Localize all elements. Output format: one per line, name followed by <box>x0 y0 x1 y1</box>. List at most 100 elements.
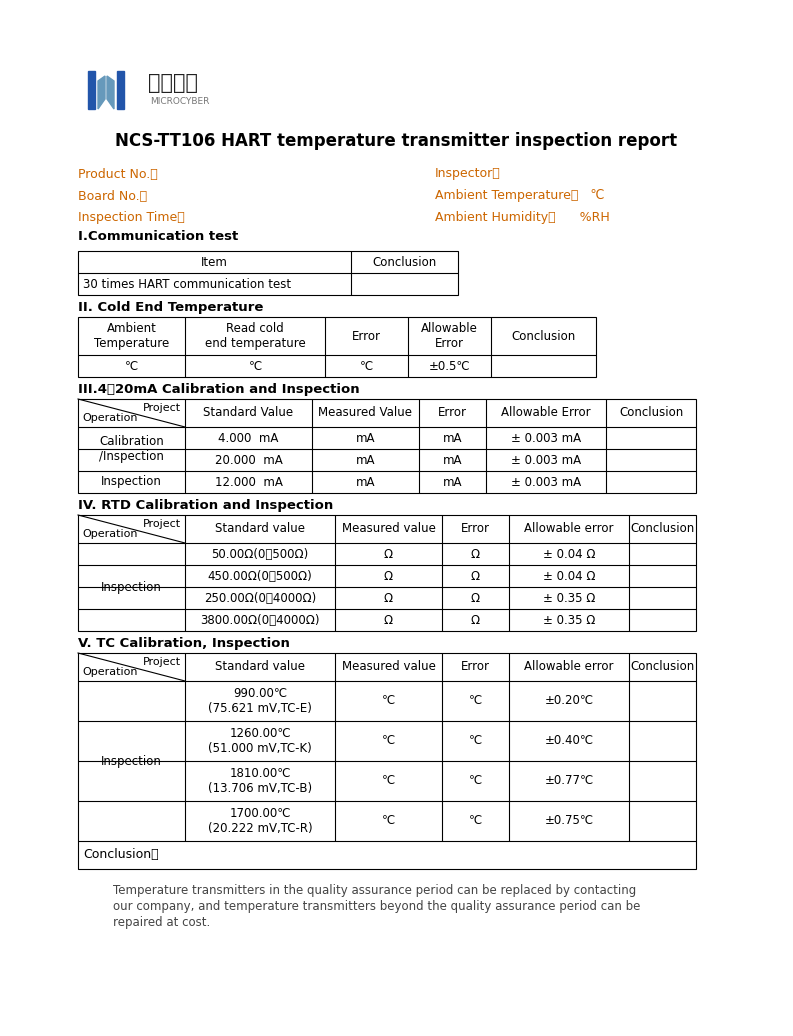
Text: III.4～20mA Calibration and Inspection: III.4～20mA Calibration and Inspection <box>78 382 359 396</box>
Text: Error: Error <box>461 661 490 673</box>
Text: ℃: ℃ <box>469 775 482 787</box>
Text: Temperature transmitters in the quality assurance period can be replaced by cont: Temperature transmitters in the quality … <box>113 884 636 897</box>
Text: NCS-TT106 HART temperature transmitter inspection report: NCS-TT106 HART temperature transmitter i… <box>115 132 677 150</box>
Text: Measured Value: Measured Value <box>319 406 412 420</box>
Text: ℃: ℃ <box>469 735 482 748</box>
Text: Standard value: Standard value <box>215 661 305 673</box>
Text: ±0.5℃: ±0.5℃ <box>429 359 470 373</box>
Text: ±0.40℃: ±0.40℃ <box>545 735 594 748</box>
Text: Standard value: Standard value <box>215 522 305 536</box>
Text: 中科博微: 中科博微 <box>148 73 198 93</box>
Text: Operation: Operation <box>82 529 137 539</box>
Text: Project: Project <box>143 519 181 529</box>
Text: Inspection Time：: Inspection Time： <box>78 211 185 225</box>
Text: 20.000  mA: 20.000 mA <box>215 454 282 466</box>
Polygon shape <box>98 76 105 109</box>
Text: 250.00Ω(0～4000Ω): 250.00Ω(0～4000Ω) <box>204 592 316 604</box>
Text: our company, and temperature transmitters beyond the quality assurance period ca: our company, and temperature transmitter… <box>113 900 641 913</box>
Text: ± 0.04 Ω: ± 0.04 Ω <box>542 547 596 560</box>
Text: mA: mA <box>442 476 462 489</box>
Text: ± 0.35 Ω: ± 0.35 Ω <box>543 592 596 604</box>
Text: 4.000  mA: 4.000 mA <box>218 432 278 444</box>
Text: Allowable error: Allowable error <box>524 661 614 673</box>
Text: Conclusion: Conclusion <box>373 256 437 268</box>
Text: 30 times HART communication test: 30 times HART communication test <box>83 278 291 290</box>
Text: V. TC Calibration, Inspection: V. TC Calibration, Inspection <box>78 636 290 650</box>
Text: Ambient Humidity：      %RH: Ambient Humidity： %RH <box>435 211 610 225</box>
Text: Read cold
end temperature: Read cold end temperature <box>205 322 305 350</box>
Text: ℃: ℃ <box>469 694 482 708</box>
Text: mA: mA <box>356 454 375 466</box>
Text: mA: mA <box>356 432 375 444</box>
Text: 450.00Ω(0～500Ω): 450.00Ω(0～500Ω) <box>208 570 312 582</box>
Text: 12.000  mA: 12.000 mA <box>215 476 282 489</box>
Text: II. Cold End Temperature: II. Cold End Temperature <box>78 300 263 314</box>
Text: Ω: Ω <box>471 570 480 582</box>
Text: Error: Error <box>438 406 467 420</box>
Text: Ω: Ω <box>384 592 393 604</box>
Text: ℃: ℃ <box>382 775 395 787</box>
Text: 1260.00℃
(51.000 mV,TC-K): 1260.00℃ (51.000 mV,TC-K) <box>208 727 312 755</box>
Text: repaired at cost.: repaired at cost. <box>113 916 210 929</box>
Text: MICROCYBER: MICROCYBER <box>150 96 209 106</box>
Text: ±0.75℃: ±0.75℃ <box>545 814 594 828</box>
Polygon shape <box>117 71 124 109</box>
Text: Error: Error <box>461 522 490 536</box>
Text: Measured value: Measured value <box>342 522 435 536</box>
Text: Conclusion：: Conclusion： <box>83 848 159 862</box>
Text: 50.00Ω(0～500Ω): 50.00Ω(0～500Ω) <box>212 547 308 560</box>
Text: Item: Item <box>201 256 228 268</box>
Text: Operation: Operation <box>82 667 137 677</box>
Text: Inspection: Inspection <box>101 476 162 489</box>
Bar <box>78 251 458 295</box>
Text: Ω: Ω <box>384 547 393 560</box>
Text: Inspection: Inspection <box>101 580 162 594</box>
Text: ℃: ℃ <box>469 814 482 828</box>
Text: Operation: Operation <box>82 413 137 423</box>
Text: Inspection: Inspection <box>101 754 162 768</box>
Text: Ambient Temperature：   ℃: Ambient Temperature： ℃ <box>435 190 604 202</box>
Text: ± 0.003 mA: ± 0.003 mA <box>511 476 581 489</box>
Text: Ambient
Temperature: Ambient Temperature <box>94 322 169 350</box>
Text: Allowable error: Allowable error <box>524 522 614 536</box>
Text: Ω: Ω <box>471 613 480 627</box>
Text: Product No.：: Product No.： <box>78 168 158 180</box>
Text: ± 0.35 Ω: ± 0.35 Ω <box>543 613 596 627</box>
Text: Ω: Ω <box>471 592 480 604</box>
Text: Ω: Ω <box>471 547 480 560</box>
Text: ±0.77℃: ±0.77℃ <box>544 775 594 787</box>
Bar <box>78 317 596 377</box>
Text: Allowable
Error: Allowable Error <box>421 322 478 350</box>
Bar <box>78 399 696 493</box>
Text: Standard Value: Standard Value <box>204 406 293 420</box>
Text: Board No.：: Board No.： <box>78 190 147 202</box>
Bar <box>78 515 696 631</box>
Text: ℃: ℃ <box>248 359 262 373</box>
Text: mA: mA <box>442 454 462 466</box>
Text: 3800.00Ω(0～4000Ω): 3800.00Ω(0～4000Ω) <box>201 613 320 627</box>
Polygon shape <box>88 71 95 109</box>
Text: Error: Error <box>352 329 381 343</box>
Text: ℃: ℃ <box>125 359 138 373</box>
Text: Allowable Error: Allowable Error <box>501 406 591 420</box>
Text: Inspector：: Inspector： <box>435 168 500 180</box>
Text: 1810.00℃
(13.706 mV,TC-B): 1810.00℃ (13.706 mV,TC-B) <box>208 767 312 795</box>
Text: Conclusion: Conclusion <box>630 522 695 536</box>
Text: 1700.00℃
(20.222 mV,TC-R): 1700.00℃ (20.222 mV,TC-R) <box>208 807 312 835</box>
Text: Conclusion: Conclusion <box>630 661 695 673</box>
Text: I.Communication test: I.Communication test <box>78 230 238 242</box>
Text: ± 0.04 Ω: ± 0.04 Ω <box>542 570 596 582</box>
Text: Project: Project <box>143 403 181 413</box>
Text: Project: Project <box>143 657 181 667</box>
Text: Conclusion: Conclusion <box>511 329 576 343</box>
Text: Calibration
/Inspection: Calibration /Inspection <box>99 435 164 463</box>
Text: ±0.20℃: ±0.20℃ <box>545 694 594 708</box>
Text: Ω: Ω <box>384 613 393 627</box>
Bar <box>78 653 696 869</box>
Text: ℃: ℃ <box>382 814 395 828</box>
Polygon shape <box>107 76 114 109</box>
Text: ℃: ℃ <box>382 694 395 708</box>
Text: mA: mA <box>356 476 375 489</box>
Text: Ω: Ω <box>384 570 393 582</box>
Text: 990.00℃
(75.621 mV,TC-E): 990.00℃ (75.621 mV,TC-E) <box>208 687 312 715</box>
